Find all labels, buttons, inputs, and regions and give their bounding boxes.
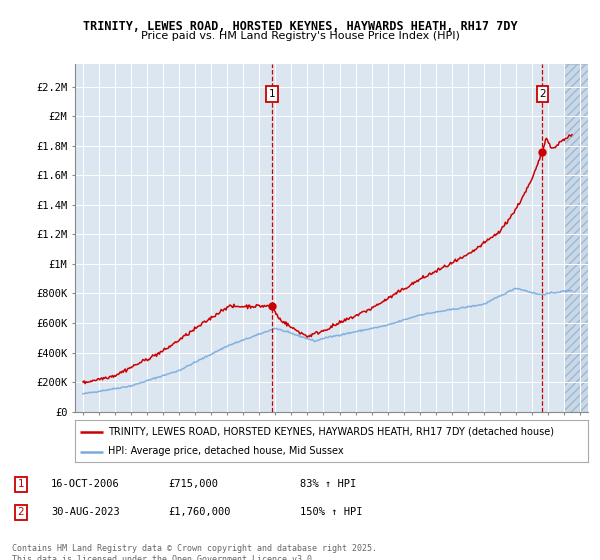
Text: 83% ↑ HPI: 83% ↑ HPI [300, 479, 356, 489]
Text: 2: 2 [17, 507, 25, 517]
Text: Contains HM Land Registry data © Crown copyright and database right 2025.
This d: Contains HM Land Registry data © Crown c… [12, 544, 377, 560]
Text: 1: 1 [17, 479, 25, 489]
Bar [564, 64, 588, 412]
Bar [564, 64, 588, 412]
Text: 1: 1 [269, 89, 275, 99]
Text: £1,760,000: £1,760,000 [168, 507, 230, 517]
Text: Price paid vs. HM Land Registry's House Price Index (HPI): Price paid vs. HM Land Registry's House … [140, 31, 460, 41]
Text: TRINITY, LEWES ROAD, HORSTED KEYNES, HAYWARDS HEATH, RH17 7DY: TRINITY, LEWES ROAD, HORSTED KEYNES, HAY… [83, 20, 517, 32]
Text: 16-OCT-2006: 16-OCT-2006 [51, 479, 120, 489]
Text: 2: 2 [539, 89, 546, 99]
Text: 150% ↑ HPI: 150% ↑ HPI [300, 507, 362, 517]
Text: TRINITY, LEWES ROAD, HORSTED KEYNES, HAYWARDS HEATH, RH17 7DY (detached house): TRINITY, LEWES ROAD, HORSTED KEYNES, HAY… [109, 427, 554, 437]
Text: HPI: Average price, detached house, Mid Sussex: HPI: Average price, detached house, Mid … [109, 446, 344, 456]
Text: 30-AUG-2023: 30-AUG-2023 [51, 507, 120, 517]
Text: £715,000: £715,000 [168, 479, 218, 489]
